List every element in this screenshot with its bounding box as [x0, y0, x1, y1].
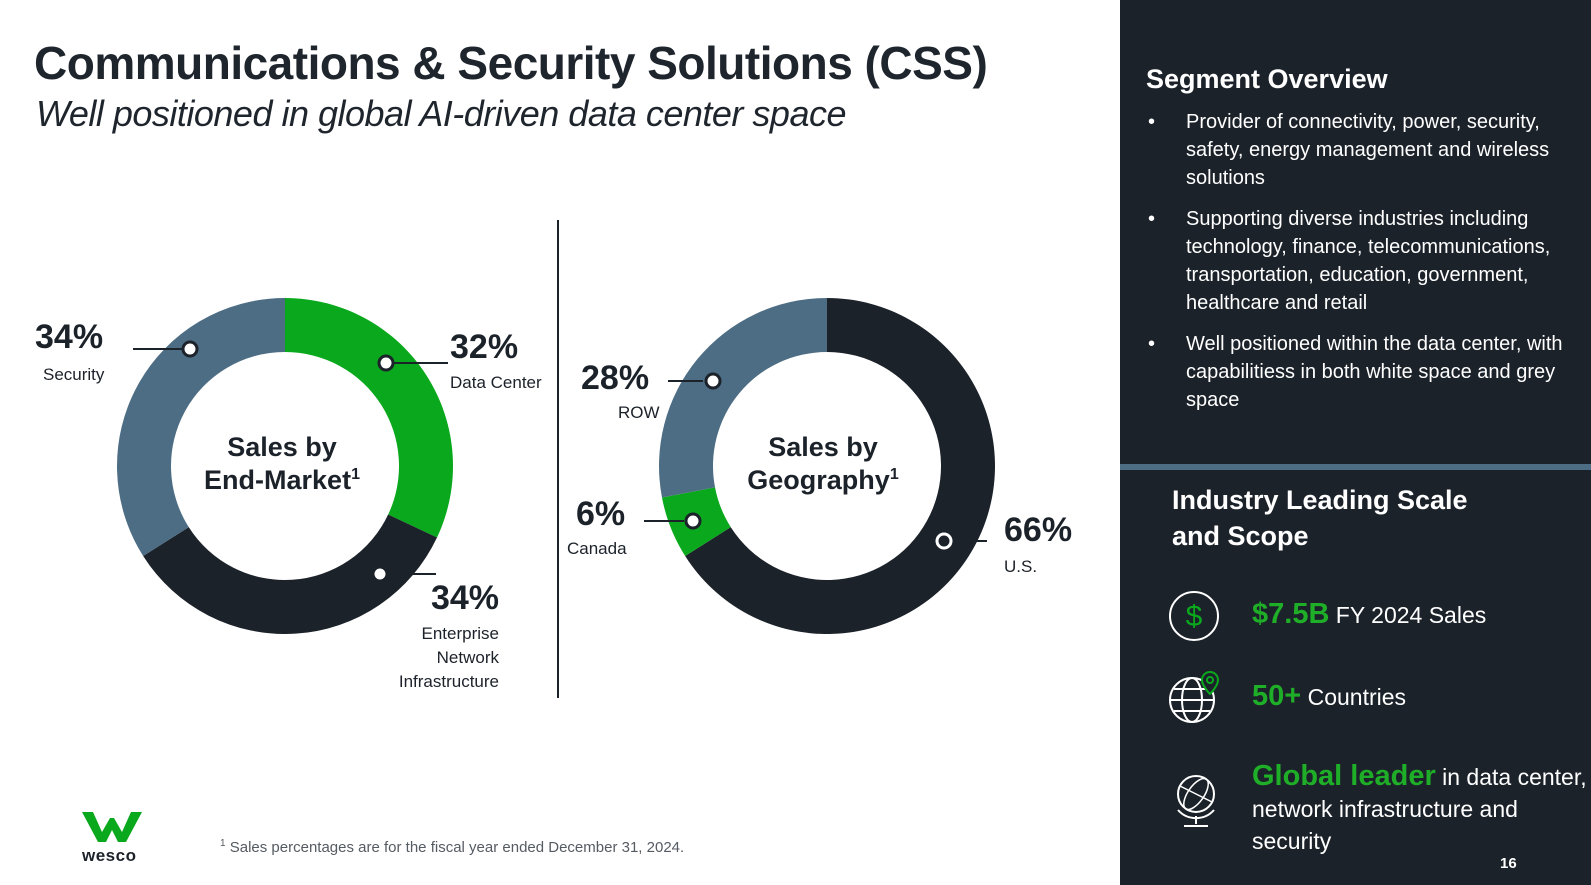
- row-label: ROW: [618, 403, 660, 422]
- canada-leader-dot: [684, 512, 702, 530]
- end-market-slice-2: [116, 298, 285, 557]
- geography-center-title: Geography: [747, 465, 890, 495]
- segment-bullet: Provider of connectivity, power, securit…: [1146, 108, 1576, 192]
- stat-countries-text: Countries: [1307, 684, 1407, 710]
- globe-stand-icon: [1177, 775, 1215, 827]
- end-market-center-line1: Sales by: [227, 432, 337, 462]
- page-subtitle: Well positioned in global AI-driven data…: [36, 93, 847, 134]
- data-center-pct-label: 32%: [450, 328, 518, 366]
- us-label: U.S.: [1004, 557, 1037, 576]
- enterprise-pct-label: 34%: [431, 579, 499, 617]
- security-pct-label: 34%: [35, 318, 103, 356]
- us-leader-dot: [935, 532, 953, 550]
- segment-bullet: Supporting diverse industries including …: [1146, 205, 1576, 317]
- stat-global-leader-value: Global leader: [1252, 760, 1436, 792]
- chart-divider: [557, 220, 559, 698]
- enterprise-leader-dot: [371, 565, 389, 583]
- stat-global-leader: Global leader in data center, network in…: [1252, 760, 1587, 857]
- footnote: 1 Sales percentages are for the fiscal y…: [220, 838, 684, 856]
- row-leader-dot: [704, 372, 722, 390]
- donut-charts: Sales by End-Market1 Sales by Geography1…: [35, 298, 1072, 691]
- footnote-text: Sales percentages are for the fiscal yea…: [229, 839, 685, 856]
- geography-leaders: [644, 372, 987, 550]
- end-market-leaders: [133, 340, 448, 583]
- end-market-slice-0: [285, 298, 454, 538]
- stat-sales-text: FY 2024 Sales: [1335, 602, 1487, 628]
- dollar-icon: $: [1169, 591, 1219, 641]
- us-pct-label: 66%: [1004, 511, 1072, 549]
- stat-global-leader-text: in data center, network infrastructure a…: [1252, 764, 1587, 854]
- geography-center-line1: Sales by: [768, 432, 878, 462]
- canada-pct-label: 6%: [576, 495, 625, 533]
- page-title: Communications & Security Solutions (CSS…: [34, 37, 988, 89]
- end-market-donut: [116, 298, 454, 635]
- stat-sales-value: $7.5B: [1252, 598, 1330, 630]
- globe-pin-icon: [1169, 670, 1220, 723]
- stat-sales: $7.5B FY 2024 Sales: [1252, 598, 1486, 631]
- enterprise-label-line1: Enterprise: [422, 624, 499, 643]
- segment-overview-title: Segment Overview: [1146, 64, 1388, 94]
- svg-text:$: $: [1186, 600, 1203, 633]
- data-center-leader-dot: [377, 354, 395, 372]
- end-market-center-title: End-Market: [204, 465, 351, 495]
- end-market-center-sup: 1: [351, 466, 360, 483]
- end-market-slice-1: [143, 514, 438, 635]
- row-pct-label: 28%: [581, 359, 649, 397]
- enterprise-label-line2: Network: [437, 648, 500, 667]
- page-number: 16: [1500, 855, 1517, 872]
- segment-bullets: Provider of connectivity, power, securit…: [1146, 108, 1576, 427]
- stat-countries-value: 50+: [1252, 680, 1302, 712]
- panel-divider: [1120, 464, 1591, 470]
- footnote-marker: 1: [220, 838, 226, 849]
- wesco-logo-icon: [82, 812, 142, 842]
- geography-center-line2: Geography1: [747, 465, 899, 495]
- geography-center-sup: 1: [890, 466, 899, 483]
- end-market-center-line2: End-Market1: [204, 465, 360, 495]
- geography-slice-0: [685, 298, 995, 634]
- canada-label: Canada: [567, 539, 627, 558]
- scale-scope-title: Industry Leading Scale and Scope: [1172, 485, 1468, 551]
- stat-countries: 50+ Countries: [1252, 680, 1406, 713]
- segment-bullet: Well positioned within the data center, …: [1146, 330, 1576, 414]
- security-label: Security: [43, 365, 105, 384]
- logo-text: wesco: [82, 846, 137, 865]
- data-center-label: Data Center: [450, 373, 542, 392]
- enterprise-label-line3: Infrastructure: [399, 672, 499, 691]
- security-leader-dot: [181, 340, 199, 358]
- geography-slice-2: [659, 298, 827, 498]
